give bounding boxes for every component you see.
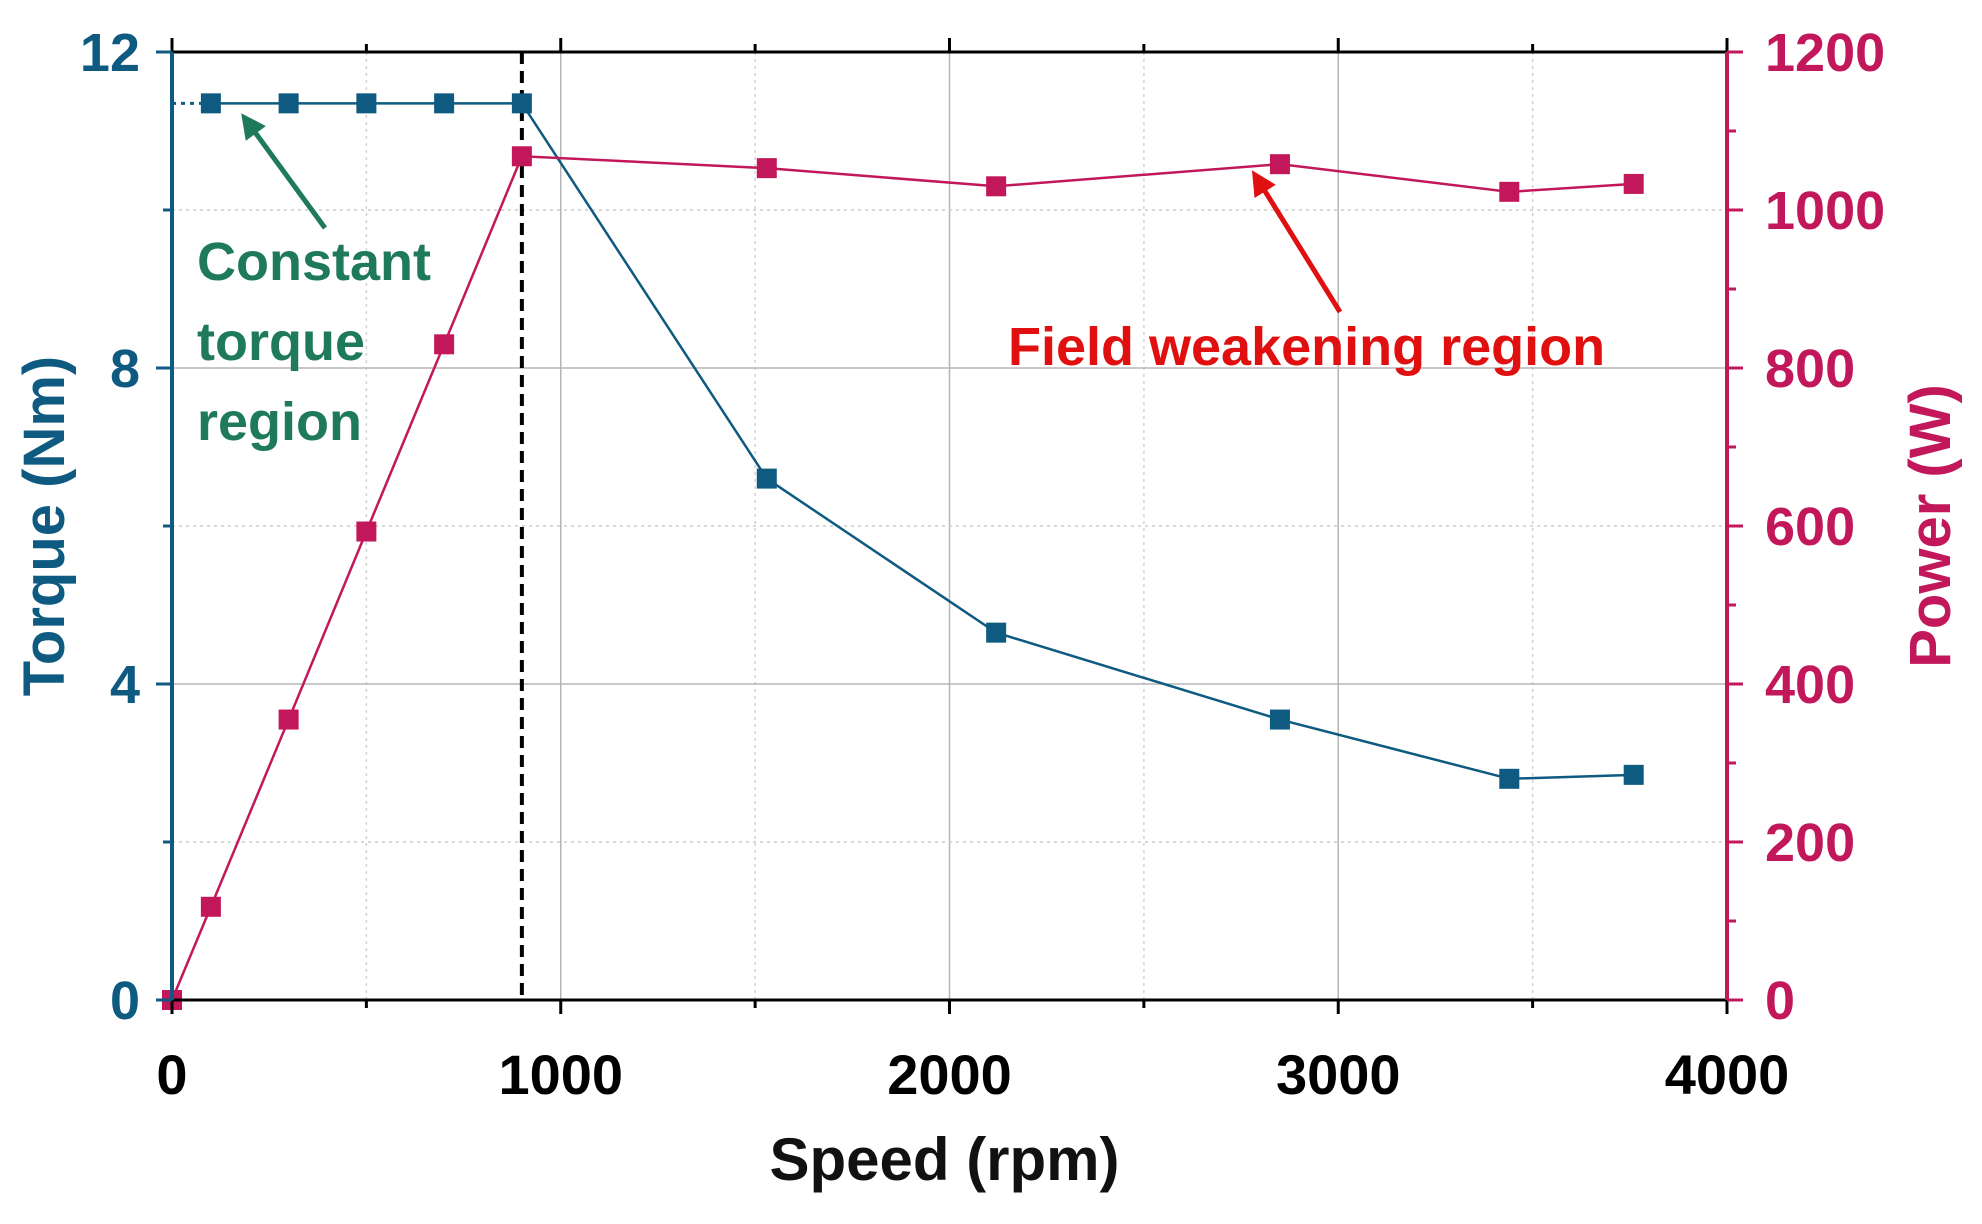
power-point bbox=[511, 146, 532, 167]
torque-point bbox=[1499, 768, 1520, 789]
torque-point bbox=[1623, 764, 1644, 785]
y2-tick-label: 400 bbox=[1765, 655, 1855, 715]
tick-labels: 0 1000 2000 3000 4000 0 4 8 12 0 200 400 600 800 1000 1… bbox=[80, 23, 1885, 1106]
torque-point bbox=[1269, 709, 1290, 730]
constant-torque-label: Constant bbox=[197, 232, 431, 292]
x-tick-label: 1000 bbox=[498, 1043, 623, 1106]
field-weakening-arrow bbox=[1251, 170, 1343, 314]
power-point bbox=[1269, 154, 1290, 175]
y-axis-title: Torque (Nm) bbox=[12, 356, 77, 696]
power-point bbox=[356, 521, 377, 542]
x-tick-label: 0 bbox=[156, 1043, 187, 1106]
field-weakening-label: Field weakening region bbox=[1008, 317, 1605, 377]
torque-point bbox=[986, 622, 1007, 643]
series-layer bbox=[162, 93, 1644, 1010]
torque-line bbox=[210, 102, 1634, 781]
axis-ticks bbox=[156, 38, 1743, 1014]
axis-titles: Speed (rpm) Torque (Nm) Power (W) bbox=[12, 356, 1963, 1193]
power-point bbox=[278, 709, 299, 730]
torque-point bbox=[356, 93, 377, 114]
torque-point bbox=[756, 468, 777, 489]
constant-torque-label: region bbox=[197, 392, 362, 452]
torque-point bbox=[278, 93, 299, 114]
x-axis-title: Speed (rpm) bbox=[769, 1126, 1119, 1193]
y-tick-label: 4 bbox=[110, 655, 140, 715]
y2-tick-label: 0 bbox=[1765, 971, 1795, 1031]
power-point bbox=[1623, 173, 1644, 194]
y2-tick-label: 1000 bbox=[1765, 181, 1885, 241]
grid bbox=[172, 52, 1727, 1000]
y-tick-label: 12 bbox=[80, 23, 140, 83]
torque-point bbox=[511, 93, 532, 114]
y2-axis-title: Power (W) bbox=[1898, 384, 1963, 668]
power-point bbox=[756, 158, 777, 179]
y-tick-label: 8 bbox=[110, 339, 140, 399]
power-point bbox=[1499, 181, 1520, 202]
power-point bbox=[434, 334, 455, 355]
y2-tick-label: 200 bbox=[1765, 813, 1855, 873]
constant-torque-arrow bbox=[241, 113, 328, 230]
x-tick-label: 3000 bbox=[1276, 1043, 1401, 1106]
torque-point bbox=[200, 93, 221, 114]
constant-torque-label: torque bbox=[197, 312, 365, 372]
power-point bbox=[986, 176, 1007, 197]
x-tick-label: 2000 bbox=[887, 1043, 1012, 1106]
y2-tick-label: 1200 bbox=[1765, 23, 1885, 83]
annotations: Constant torque region Field weakening regi… bbox=[197, 113, 1605, 452]
torque-point bbox=[434, 93, 455, 114]
y2-tick-label: 600 bbox=[1765, 497, 1855, 557]
y2-tick-label: 800 bbox=[1765, 339, 1855, 399]
x-tick-label: 4000 bbox=[1665, 1043, 1790, 1106]
power-point bbox=[200, 896, 221, 917]
y-tick-label: 0 bbox=[110, 971, 140, 1031]
